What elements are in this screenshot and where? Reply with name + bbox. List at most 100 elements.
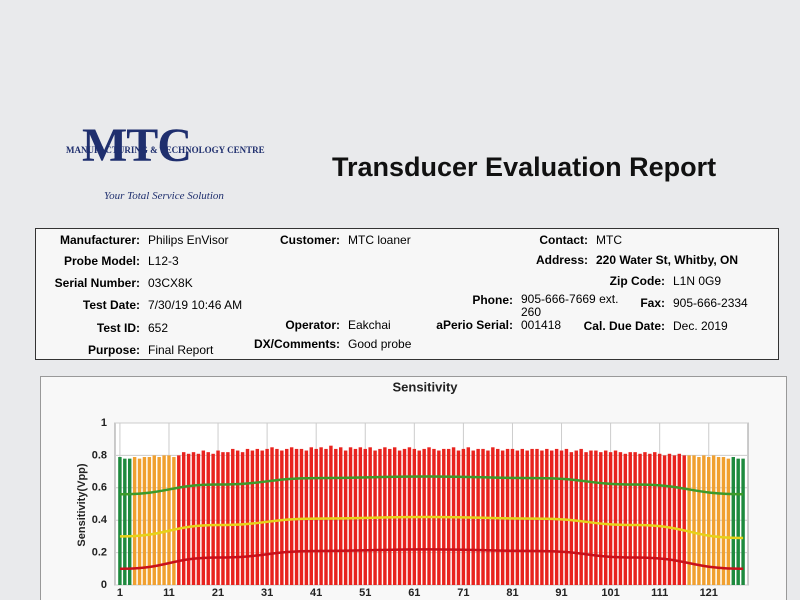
field-value: MTC (596, 233, 622, 247)
field-label: Customer: (279, 233, 340, 247)
x-tick-label: 121 (700, 587, 718, 599)
x-tick-label: 31 (261, 587, 273, 599)
bar (319, 447, 323, 585)
y-axis-label: Sensitivity(Vpp) (76, 463, 88, 546)
bar (250, 450, 255, 585)
field-label: Probe Model: (63, 254, 140, 268)
bar (545, 448, 549, 585)
bar (280, 450, 284, 585)
logo: MTC (82, 119, 192, 172)
field-label: Phone: (472, 293, 513, 307)
bar (491, 447, 495, 585)
bar (294, 448, 299, 585)
logo-subtitle: MANUFACTURING & TECHNOLOGY CENTRE (66, 145, 265, 155)
x-tick-label: 41 (310, 587, 322, 599)
bar (648, 453, 652, 585)
x-tick-label: 61 (408, 587, 420, 599)
bar (201, 450, 206, 585)
bar (157, 457, 161, 585)
bar (564, 448, 569, 585)
field-value: L1N 0G9 (673, 274, 722, 288)
bar (520, 448, 524, 585)
y-tick-label: 0.4 (92, 514, 108, 526)
bar (687, 455, 691, 585)
bar (216, 450, 220, 585)
x-tick-label: 11 (163, 587, 175, 599)
bar (142, 457, 147, 585)
bar (716, 457, 721, 585)
bar (137, 458, 142, 585)
bar (530, 448, 534, 585)
field: Test Date: 7/30/19 10:46 AM (40, 298, 242, 312)
bar (186, 453, 191, 585)
field: Operator: Eakchai (250, 318, 390, 332)
field-label: Zip Code: (609, 274, 665, 288)
bar (633, 452, 637, 585)
bar (309, 447, 313, 585)
bar (579, 448, 583, 585)
bar (741, 458, 745, 585)
bar (613, 450, 618, 585)
field: Customer: MTC loaner (250, 233, 411, 247)
bar (584, 452, 588, 585)
bar (167, 455, 171, 585)
bar (505, 448, 510, 585)
bar (643, 452, 647, 585)
bar (628, 452, 632, 585)
bar (152, 455, 156, 585)
y-tick-label: 0.6 (92, 482, 107, 494)
field-value: 220 Water St, Whitby, ON (596, 253, 739, 267)
tagline: Your Total Service Solution (104, 190, 224, 202)
field-label: Serial Number: (54, 276, 140, 290)
field-label: Address: (535, 253, 588, 267)
bar (334, 448, 338, 585)
bar (702, 455, 706, 585)
bar (721, 457, 726, 585)
field-label: Contact: (539, 233, 588, 247)
bar (711, 455, 716, 585)
bar (569, 452, 574, 585)
bar (662, 455, 667, 585)
bar (638, 453, 642, 585)
field: Serial Number: 03CX8K (40, 276, 193, 290)
bar (132, 457, 137, 585)
field-label: DX/Comments: (253, 337, 340, 351)
bar (599, 452, 603, 585)
bar (574, 450, 578, 585)
bar (118, 457, 122, 585)
field: Address: 220 Water St, Whitby, ON (500, 253, 738, 267)
bar (339, 447, 343, 585)
field-label: Manufacturer: (59, 233, 140, 247)
field-label: Test Date: (82, 298, 140, 312)
bar (123, 458, 127, 585)
bar (211, 453, 215, 585)
field-label: Cal. Due Date: (583, 319, 665, 333)
field-value: Philips EnVisor (148, 233, 229, 247)
x-tick-label: 101 (601, 587, 619, 599)
bar (368, 447, 372, 585)
field-label: Purpose: (87, 343, 140, 357)
x-tick-label: 91 (555, 587, 567, 599)
bar (226, 452, 230, 585)
bar (314, 448, 318, 585)
x-tick-label: 71 (457, 587, 469, 599)
bar (177, 455, 181, 585)
bar (618, 452, 623, 585)
bar (270, 447, 274, 585)
bar (181, 452, 186, 585)
threshold-line (119, 475, 744, 496)
bar (255, 448, 260, 585)
field-value: MTC loaner (348, 233, 411, 247)
field-value: L12-3 (148, 254, 179, 268)
y-tick-label: 1 (101, 417, 107, 429)
field-value: 905-666-2334 (673, 296, 748, 310)
field-label: Test ID: (96, 321, 140, 335)
field: DX/Comments: Good probe (250, 337, 411, 351)
bar (235, 450, 240, 585)
bar (535, 448, 539, 585)
x-tick-label: 1 (117, 587, 123, 599)
bar (603, 450, 608, 585)
x-tick-label: 81 (506, 587, 518, 599)
bar (324, 448, 328, 585)
